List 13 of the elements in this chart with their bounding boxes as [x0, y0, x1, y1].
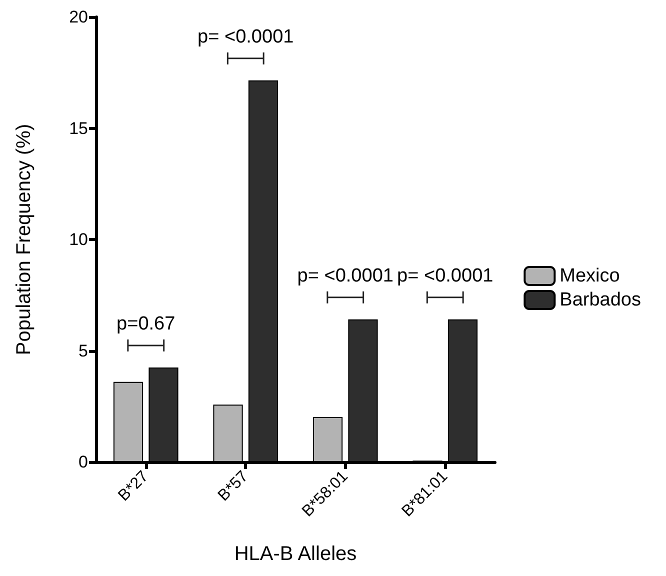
y-tick-label: 5 — [78, 341, 88, 360]
annotation: p= <0.0001 — [297, 265, 394, 286]
legend-label: Mexico — [560, 266, 620, 286]
annotation: p= <0.0001 — [397, 265, 494, 286]
legend-label: Barbados — [560, 290, 642, 310]
y-tick-label: 20 — [69, 8, 88, 26]
y-axis-title: Population Frequency (%) — [13, 124, 35, 356]
y-tick-label: 10 — [69, 230, 88, 249]
x-axis-title: HLA-B Alleles — [234, 543, 357, 565]
annotation: p= <0.0001 — [198, 26, 294, 48]
y-tick-label: 0 — [78, 452, 88, 472]
y-tick-label: 15 — [69, 118, 88, 138]
annotation: p=0.67 — [116, 313, 176, 334]
